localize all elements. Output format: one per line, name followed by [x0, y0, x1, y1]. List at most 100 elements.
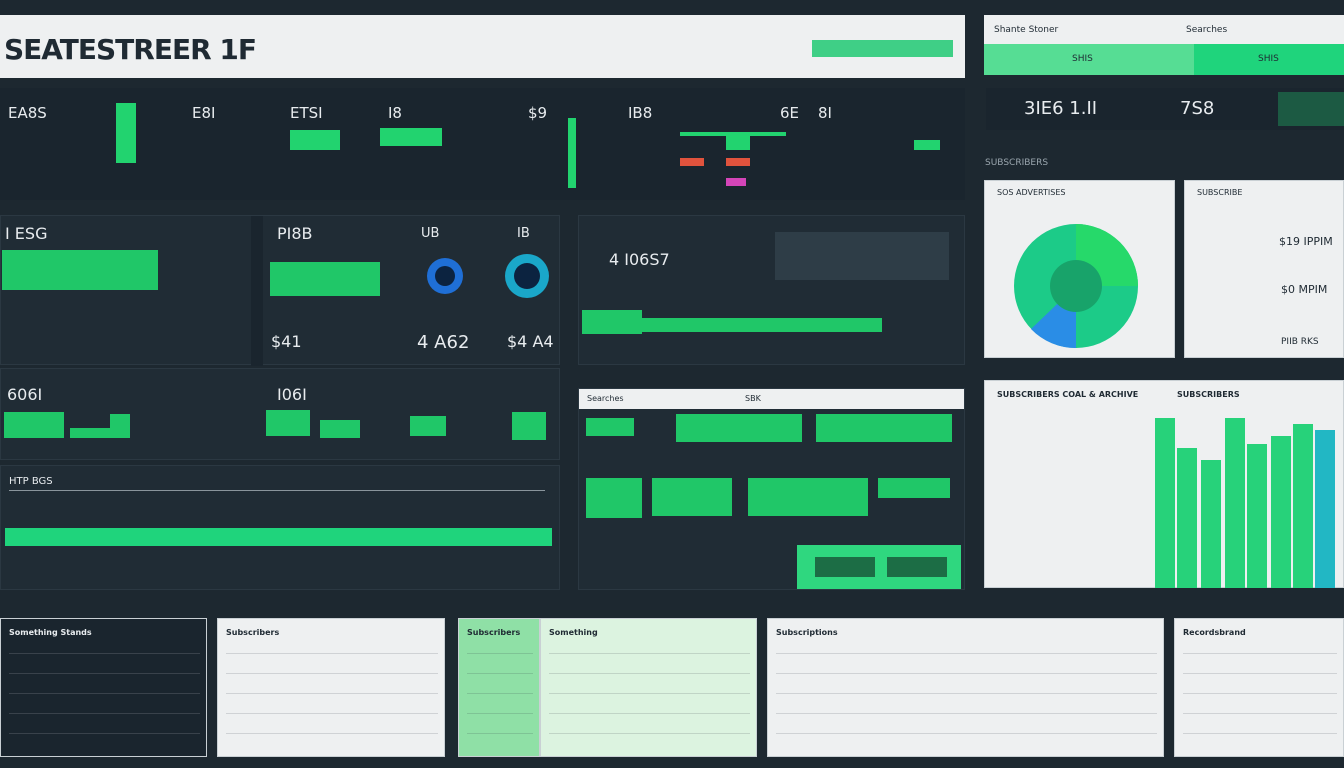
- panel-title: PI8B: [277, 224, 313, 243]
- chart-bar: [586, 478, 642, 518]
- chart-bar: [1177, 448, 1197, 588]
- panel-title: HTP BGS: [9, 476, 53, 487]
- donut-card: SOS ADVERTISES: [984, 180, 1175, 358]
- stat-label: I8: [388, 104, 402, 122]
- bottom-card: Subscribers: [217, 618, 445, 757]
- panel-value: $41: [271, 332, 302, 351]
- row-line: [776, 713, 1157, 714]
- button-part: [887, 557, 947, 577]
- row-line: [9, 673, 200, 674]
- panel: 4 I06S7: [578, 215, 965, 365]
- chart-bar: [270, 262, 380, 296]
- metric: 7S8: [1180, 98, 1215, 119]
- panel-value: 4 I06S7: [609, 250, 670, 269]
- row-line: [776, 653, 1157, 654]
- card-title: Subscribers: [226, 628, 280, 637]
- chart-bar: [642, 318, 882, 332]
- row-line: [549, 673, 750, 674]
- bottom-card: Recordsbrand: [1174, 618, 1344, 757]
- accent-bar: [680, 158, 704, 166]
- panel-value: 4 A62: [417, 332, 470, 353]
- accent-bar: [116, 103, 136, 163]
- card-title: Recordsbrand: [1183, 628, 1246, 637]
- action-button[interactable]: [797, 545, 961, 589]
- stats-row: EA8S E8I ETSI I8 $9 IB8 6E 8I: [0, 88, 965, 200]
- stat-label: ETSI: [290, 104, 323, 122]
- row-line: [226, 713, 438, 714]
- button-part: [815, 557, 875, 577]
- chart-bar: [410, 416, 446, 436]
- row-line: [226, 693, 438, 694]
- bottom-card: Something Stands: [0, 618, 207, 757]
- row-line: [549, 693, 750, 694]
- row-line: [226, 673, 438, 674]
- chart-bar: [1293, 424, 1313, 588]
- donut-chart: [1014, 224, 1138, 349]
- tab-button[interactable]: SHIS: [984, 44, 1194, 75]
- chart-bar: [110, 414, 130, 438]
- metric-strip: 3IE6 1.II 7S8: [986, 88, 1344, 130]
- row-line: [9, 713, 200, 714]
- accent-bar: [290, 130, 340, 150]
- row-line: [1183, 653, 1337, 654]
- tab-button[interactable]: SHIS: [1194, 44, 1344, 75]
- progress-bar: [5, 528, 552, 546]
- panel-header: Searches SBK: [579, 389, 964, 409]
- accent-bar: [380, 128, 442, 146]
- chart-bar: [1315, 430, 1335, 588]
- metric: 3IE6 1.II: [1024, 98, 1098, 119]
- panel-title: UB: [421, 226, 440, 241]
- card-title: Subscribers: [467, 628, 521, 637]
- row-line: [1183, 733, 1337, 734]
- top-right-card: Shante Stoner Searches SHIS SHIS: [984, 15, 1344, 75]
- stat-label: EA8S: [8, 104, 47, 122]
- card-subtitle: SUBSCRIBERS: [1177, 390, 1240, 399]
- panel: HTP BGS: [0, 465, 560, 590]
- card-title: SUBSCRIBE: [1197, 188, 1243, 197]
- stat-label: 8I: [818, 104, 832, 122]
- chart-bar: [320, 420, 360, 438]
- chart-bar: [512, 412, 546, 440]
- panel-title: 606I: [7, 385, 43, 404]
- accent-bar: [914, 140, 940, 150]
- info-box: [775, 232, 949, 280]
- header-button[interactable]: [812, 40, 953, 57]
- section-label: SUBSCRIBERS: [985, 158, 1049, 168]
- row-line: [1183, 673, 1337, 674]
- row-line: [549, 713, 750, 714]
- chart-bar: [1247, 444, 1267, 588]
- card-title: Something: [549, 628, 598, 637]
- stat-label: 6E: [780, 104, 800, 122]
- chart-bar: [2, 250, 158, 290]
- chart-bar: [582, 310, 642, 334]
- metric-accent: [1278, 92, 1344, 126]
- donut-hole: [1050, 260, 1102, 312]
- chart-bar: [816, 414, 952, 442]
- chart-bar: [1201, 460, 1221, 588]
- card-title: Subscriptions: [776, 628, 838, 637]
- header: SEATESTREER 1F: [0, 15, 965, 78]
- row-line: [776, 673, 1157, 674]
- accent-bar: [726, 158, 750, 166]
- panel-title: I06I: [277, 385, 307, 404]
- panel-title: IB: [517, 226, 530, 241]
- row-line: [9, 653, 200, 654]
- divider: [251, 216, 263, 366]
- chart-bar: [1155, 418, 1175, 588]
- chart-bar: [70, 428, 110, 438]
- stat-label: E8I: [192, 104, 216, 122]
- bottom-card: Subscriptions: [767, 618, 1164, 757]
- row-line: [9, 693, 200, 694]
- accent-bar: [568, 118, 576, 188]
- mini-donuts: [427, 254, 549, 298]
- chart-bar: [652, 478, 732, 516]
- donut-hole: [435, 266, 455, 286]
- stats-card: SUBSCRIBE $19 IPPIM $0 MPIM PIIB RKS: [1184, 180, 1344, 358]
- row-line: [226, 653, 438, 654]
- tab-label: SHIS: [1072, 54, 1093, 64]
- rule: [9, 490, 545, 491]
- row-line: [549, 733, 750, 734]
- row-line: [467, 693, 533, 694]
- accent-bar: [726, 178, 746, 186]
- chart-bar: [676, 414, 802, 442]
